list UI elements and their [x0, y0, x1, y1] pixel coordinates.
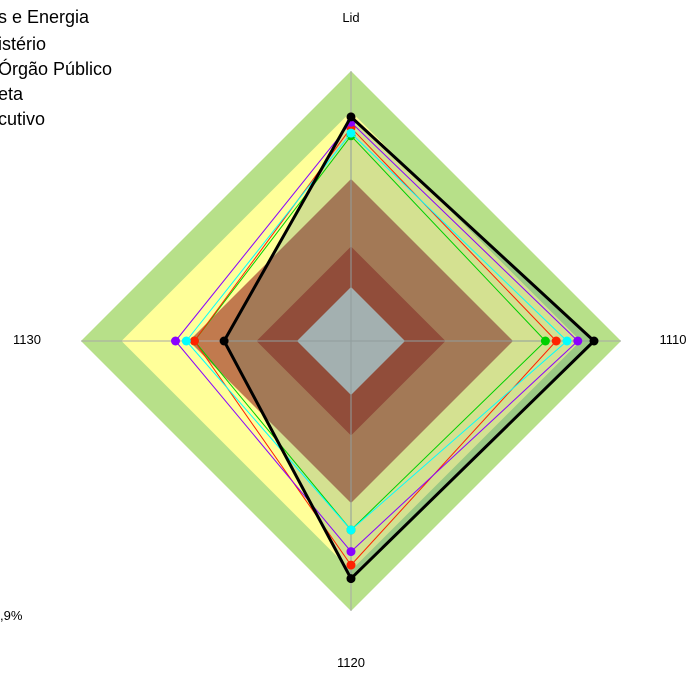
series-3-point-1110 — [562, 336, 572, 346]
series-2-point-1130 — [189, 336, 199, 346]
axis-label-right: 1110 — [660, 332, 687, 347]
series-4-point-1130 — [171, 336, 180, 346]
series-2-point-1110 — [551, 336, 561, 346]
axis-label-left: 1130 — [13, 332, 41, 347]
legend-entry-4: eta — [0, 84, 24, 104]
series-3-point-Lid — [346, 128, 356, 138]
series-3 — [181, 128, 572, 535]
legend-entry-5: cutivo — [0, 109, 45, 129]
series-5-point-1110 — [589, 336, 599, 346]
series-5-point-Lid — [346, 112, 356, 122]
legend-entry-1: s e Energia — [0, 7, 90, 27]
series-2 — [189, 123, 561, 570]
axis-label-bottom: 1120 — [337, 655, 365, 670]
series-4-point-1110 — [573, 336, 583, 346]
series-4 — [171, 117, 583, 557]
series-3-point-1120 — [346, 525, 356, 535]
series-1-point-1110 — [540, 336, 550, 346]
series-5-area — [224, 116, 594, 579]
series-5 — [219, 112, 599, 584]
series-5-point-1130 — [219, 336, 229, 346]
legend-entry-3: Órgão Público — [0, 58, 112, 79]
legend-entry-2: istério — [0, 34, 46, 54]
series-3-point-1130 — [181, 336, 191, 346]
series-layer — [171, 112, 599, 584]
series-5-point-1120 — [346, 574, 356, 584]
series-4-point-1120 — [346, 547, 356, 557]
note-text: ,9% — [0, 608, 23, 623]
legend: s e Energia istério Órgão Público eta cu… — [0, 7, 112, 129]
axis-label-top: Lid — [342, 10, 359, 25]
series-2-point-1120 — [346, 560, 356, 570]
